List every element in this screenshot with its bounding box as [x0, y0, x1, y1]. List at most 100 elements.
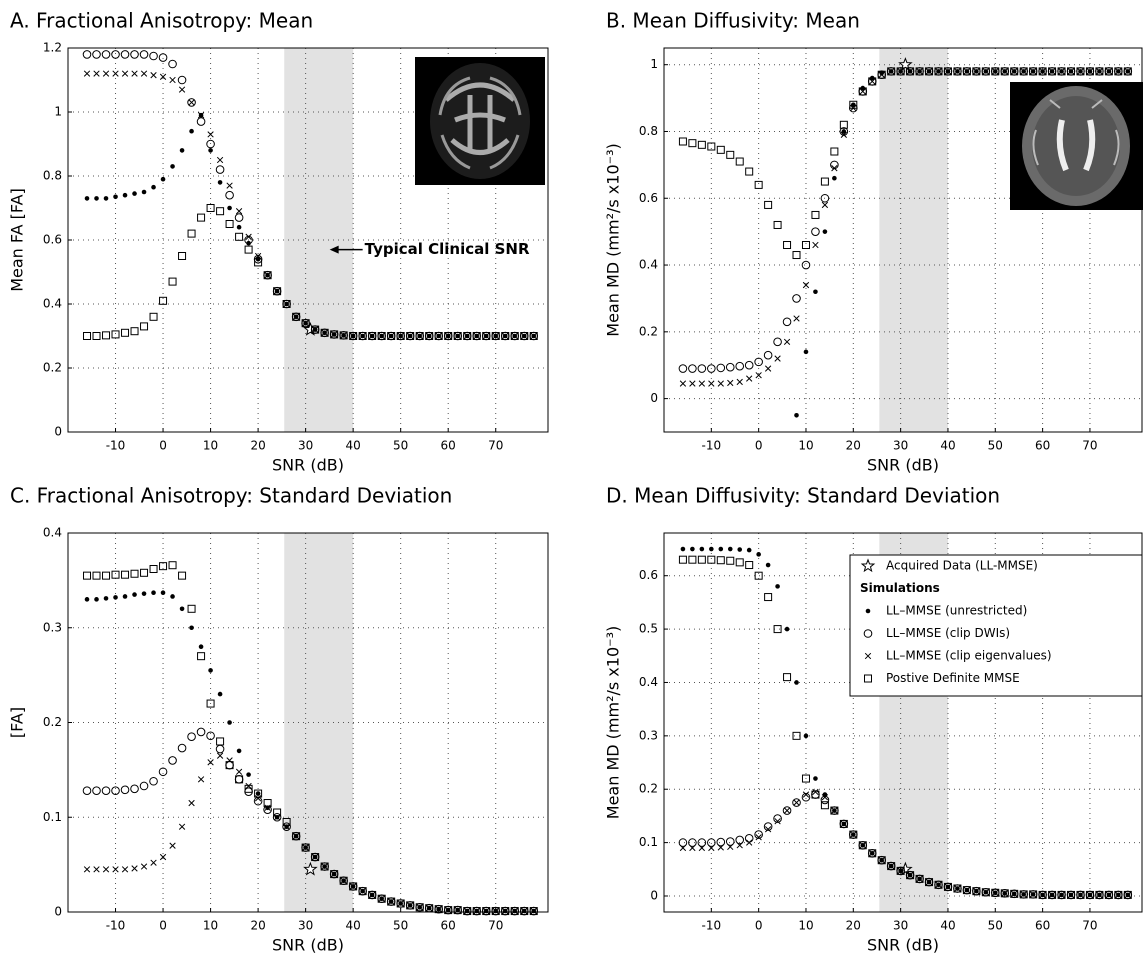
- x-tick-label: -10: [702, 919, 722, 933]
- point: [689, 380, 696, 387]
- point: [416, 332, 423, 340]
- point: [445, 906, 452, 914]
- point: [463, 332, 472, 340]
- point: [688, 139, 697, 148]
- point: [764, 826, 772, 833]
- point: [735, 157, 744, 166]
- point: [407, 332, 414, 340]
- point: [263, 799, 272, 808]
- point: [688, 555, 697, 564]
- point: [207, 759, 214, 766]
- plot-frame: [663, 532, 1143, 913]
- point: [198, 644, 204, 649]
- point: [915, 67, 924, 76]
- x-tick-label: 30: [298, 439, 313, 453]
- point: [225, 761, 234, 770]
- brain-md-image: [1010, 82, 1143, 210]
- point: [197, 213, 206, 222]
- point: [820, 193, 830, 203]
- point: [245, 782, 252, 790]
- point: [83, 571, 92, 580]
- point: [473, 332, 480, 340]
- point: [131, 865, 138, 872]
- point: [216, 156, 224, 164]
- point: [511, 907, 518, 915]
- point: [1038, 67, 1047, 76]
- point: [244, 784, 253, 793]
- point: [463, 907, 472, 916]
- point: [811, 227, 820, 236]
- point: [915, 874, 924, 883]
- point: [755, 834, 762, 841]
- point: [189, 625, 194, 631]
- point: [196, 117, 206, 126]
- point: [764, 593, 773, 602]
- point: [679, 380, 687, 387]
- point: [234, 213, 244, 222]
- point: [782, 806, 792, 815]
- point: [141, 189, 147, 195]
- point: [111, 786, 120, 796]
- point: [216, 207, 225, 216]
- point: [916, 68, 923, 75]
- point: [483, 907, 490, 915]
- x-tick-label: -10: [106, 919, 126, 933]
- point: [169, 842, 176, 849]
- point: [811, 790, 820, 799]
- point: [963, 68, 971, 75]
- point: [120, 50, 130, 59]
- point: [282, 300, 291, 308]
- legend-entry: LL–MMSE (unrestricted): [886, 604, 1027, 618]
- point: [678, 364, 688, 373]
- point: [830, 806, 839, 815]
- point: [690, 546, 695, 552]
- point: [149, 312, 158, 321]
- point: [179, 606, 185, 612]
- x-tick-label: 70: [488, 439, 503, 453]
- point: [82, 50, 92, 59]
- point: [707, 364, 716, 373]
- point: [745, 561, 754, 570]
- point: [130, 327, 139, 336]
- x-tick-label: 10: [203, 919, 218, 933]
- point: [906, 871, 915, 880]
- point: [963, 886, 971, 894]
- point: [168, 277, 177, 286]
- x-axis-label: SNR (dB): [272, 936, 344, 955]
- y-tick-label: 0.2: [639, 324, 658, 338]
- point: [1001, 68, 1008, 75]
- point: [406, 332, 415, 340]
- legend-heading: Simulations: [860, 581, 940, 595]
- point: [896, 866, 905, 875]
- point: [159, 853, 167, 861]
- point: [755, 372, 762, 379]
- point: [792, 731, 801, 740]
- point: [292, 313, 300, 320]
- plot-frame: [67, 47, 549, 433]
- point: [149, 565, 158, 574]
- point: [745, 167, 754, 176]
- point: [774, 818, 781, 825]
- y-tick-label: 0.6: [43, 233, 62, 247]
- point: [716, 556, 725, 565]
- point: [697, 140, 706, 149]
- point: [168, 59, 177, 69]
- point: [1057, 67, 1066, 76]
- legend-marker: [864, 652, 872, 660]
- point: [179, 148, 185, 153]
- point: [820, 801, 829, 810]
- point: [782, 317, 792, 327]
- point: [215, 744, 225, 754]
- point: [840, 820, 847, 828]
- point: [227, 720, 232, 725]
- point: [121, 328, 130, 337]
- point: [878, 857, 885, 864]
- point: [377, 894, 386, 903]
- point: [235, 232, 244, 241]
- point: [235, 208, 243, 215]
- x-tick-label: 0: [755, 439, 763, 453]
- point: [764, 365, 772, 372]
- point: [1057, 890, 1066, 899]
- point: [868, 849, 877, 858]
- point: [94, 597, 99, 602]
